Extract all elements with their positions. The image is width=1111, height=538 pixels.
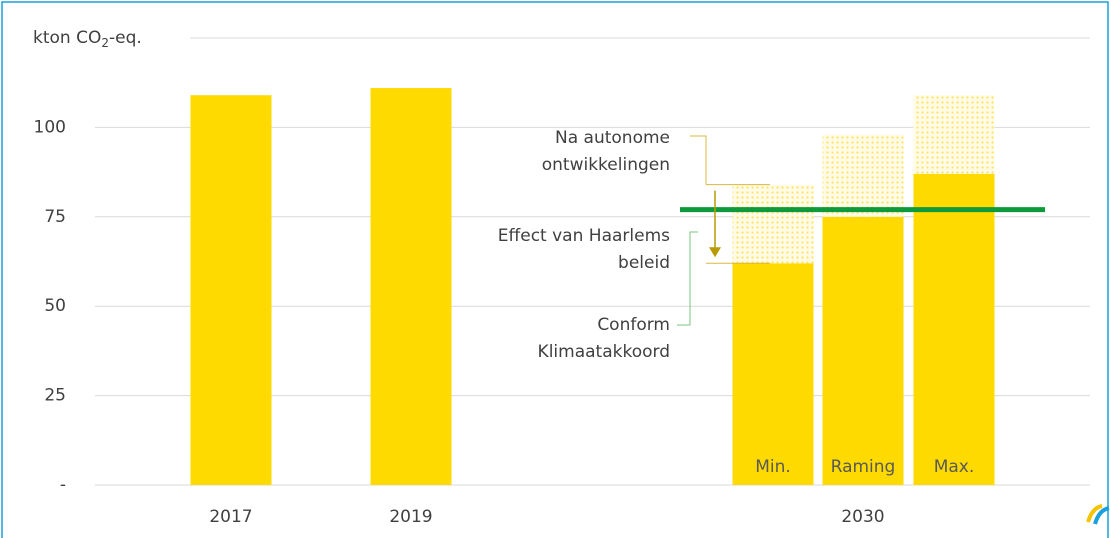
- annotation: Klimaatakkoord: [538, 342, 670, 362]
- y-tick-label: 50: [44, 296, 66, 316]
- annotation: beleid: [618, 253, 670, 273]
- annotation: Na autonome: [555, 128, 670, 148]
- scenario-label: Min.: [755, 457, 791, 477]
- scenario-bar: [822, 134, 904, 217]
- y-tick-label: 75: [44, 207, 66, 227]
- scenario-bar: [732, 263, 814, 485]
- scenario-bar: [913, 95, 995, 174]
- annotation: Effect van Haarlems: [498, 226, 670, 246]
- x-tick-label: 2019: [389, 507, 432, 527]
- connector: [677, 231, 698, 326]
- x-tick-label: 2017: [209, 507, 252, 527]
- bar: [370, 88, 452, 486]
- scenario-bar: [822, 216, 904, 486]
- y-tick-label: 25: [44, 386, 66, 406]
- scenario-bar: [913, 173, 995, 485]
- y-tick-label: 100: [34, 117, 66, 137]
- logo: [1086, 504, 1110, 525]
- connector: [690, 135, 770, 264]
- y-axis-label: kton CO2-eq.: [33, 28, 142, 50]
- annotation: Conform: [597, 315, 670, 335]
- arrow-head: [709, 247, 721, 258]
- y-tick-label: -: [60, 475, 66, 495]
- scenario-label: Raming: [831, 457, 896, 477]
- bar: [190, 95, 272, 485]
- scenario-bar: [732, 184, 814, 264]
- scenario-label: Max.: [934, 457, 975, 477]
- annotation: ontwikkelingen: [542, 155, 670, 175]
- x-tick-label: 2030: [841, 507, 884, 527]
